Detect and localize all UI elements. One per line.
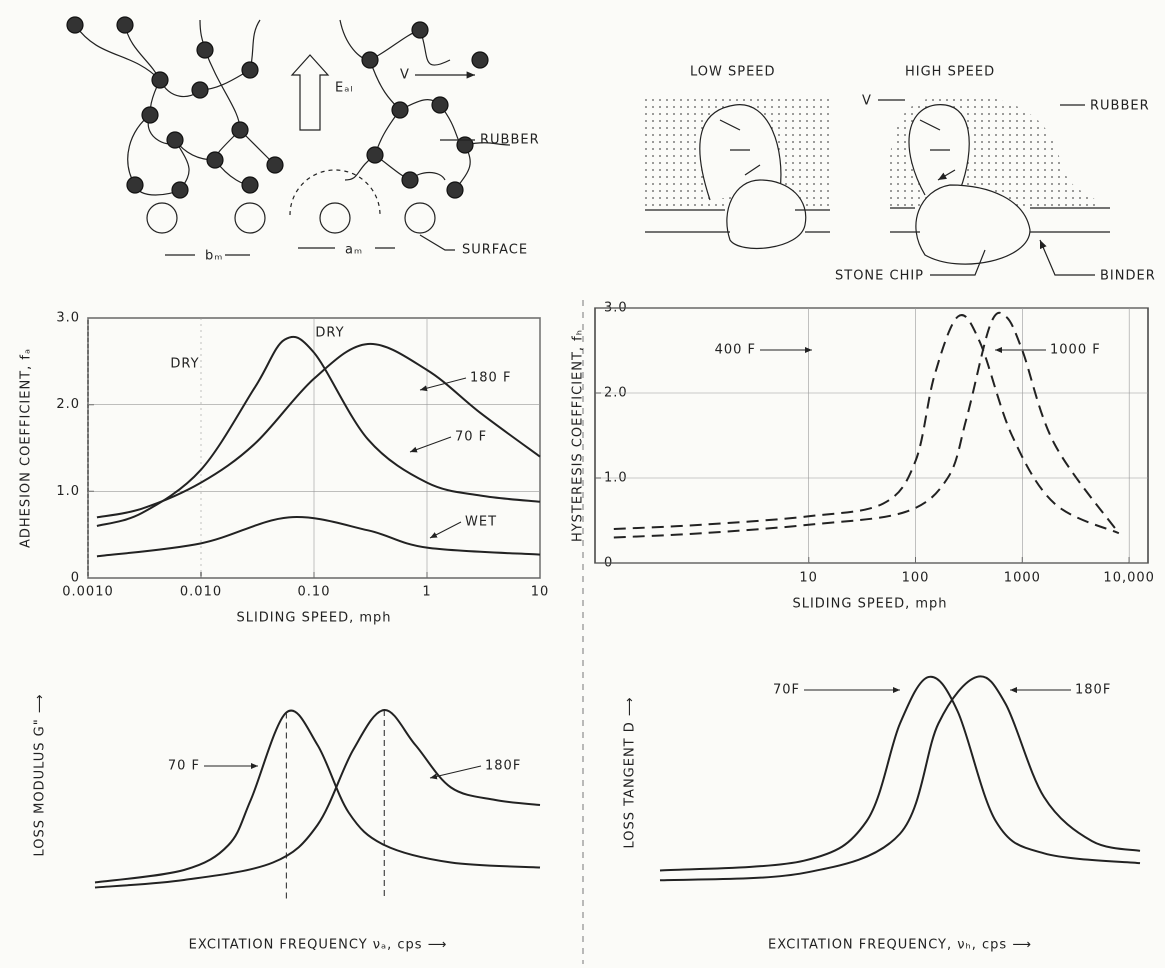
x-tick-label: 100 (902, 571, 930, 586)
curve (660, 677, 1140, 871)
annotation: DRY (315, 326, 344, 341)
y-tick-label: 0 (71, 571, 80, 586)
x-axis-label: SLIDING SPEED, mph (236, 611, 391, 626)
label-v: V (862, 94, 872, 109)
label-bm: bₘ (205, 249, 223, 264)
curve (95, 710, 540, 888)
series-label: 180 F (470, 371, 511, 386)
figure: Eₐₗ V RUBBER bₘ aₘ SURFACE LOW SPEED HIG… (0, 0, 1165, 964)
y-axis-label: LOSS MODULUS G" ⟶ (33, 694, 48, 857)
series-label: 180F (1075, 683, 1111, 698)
series-label: 180F (485, 759, 521, 774)
label-binder: BINDER (1100, 269, 1156, 284)
x-tick-label: 1000 (1004, 571, 1041, 586)
label-am: aₘ (345, 243, 363, 258)
x-tick-label: 1 (422, 585, 431, 600)
label-surface: SURFACE (462, 243, 528, 258)
series-label: 70 F (455, 430, 487, 445)
label-velocity: V (400, 68, 410, 83)
x-tick-label: 0.10 (298, 585, 331, 600)
series-label: 1000 F (1050, 343, 1101, 358)
x-tick-label: 0.010 (180, 585, 222, 600)
curve (614, 313, 1119, 538)
series-label: 70F (773, 683, 800, 698)
label-rubber2: RUBBER (1090, 99, 1150, 114)
leader (430, 522, 461, 538)
y-tick-label: 2.0 (56, 397, 80, 412)
label-rubber: RUBBER (480, 133, 540, 148)
label-high-speed: HIGH SPEED (905, 65, 995, 80)
x-tick-label: 10,000 (1103, 571, 1155, 586)
molecular-diagram (67, 17, 510, 255)
series-label: WET (465, 515, 497, 530)
x-tick-label: 10 (531, 585, 550, 600)
y-tick-label: 3.0 (56, 311, 80, 326)
stone-diagram (640, 95, 1110, 275)
label-low-speed: LOW SPEED (690, 65, 776, 80)
annotation: DRY (170, 357, 199, 372)
series-label: 400 F (715, 343, 756, 358)
y-axis-label: HYSTERESIS COEFFICIENT, fₕ (571, 329, 586, 542)
page: {"diagrams":{ "molecular":{"labels":["Eₐ… (0, 0, 1165, 968)
x-axis-label: SLIDING SPEED, mph (792, 597, 947, 612)
x-axis-label: EXCITATION FREQUENCY, νₕ, cps ⟶ (768, 938, 1032, 953)
label-energy: Eₐₗ (335, 81, 353, 96)
curve (660, 676, 1140, 880)
series-label: 70 F (168, 759, 200, 774)
y-tick-label: 1.0 (56, 484, 80, 499)
x-axis-label: EXCITATION FREQUENCY νₐ, cps ⟶ (189, 938, 448, 953)
y-axis-label: ADHESION COEFFICIENT, fₐ (19, 348, 34, 548)
x-tick-label: 0.0010 (62, 585, 114, 600)
leader (410, 437, 451, 452)
y-axis-label: LOSS TANGENT D ⟶ (623, 696, 638, 848)
label-stone-chip: STONE CHIP (835, 269, 924, 284)
x-tick-label: 10 (799, 571, 818, 586)
curve (614, 315, 1119, 533)
leader (430, 766, 481, 778)
